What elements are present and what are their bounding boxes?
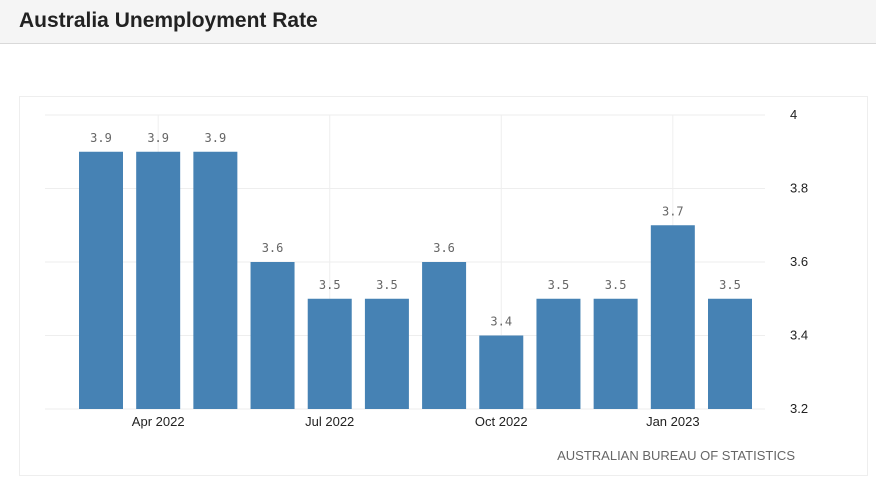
x-tick-label: Jul 2022 — [305, 414, 354, 429]
y-tick-label: 4 — [790, 107, 797, 122]
bar — [364, 298, 409, 409]
page-title: Australia Unemployment Rate — [19, 9, 318, 32]
data-label: 3.5 — [548, 278, 570, 292]
bar — [650, 225, 695, 409]
x-tick-label: Apr 2022 — [132, 414, 185, 429]
y-axis: 3.2 3.4 3.6 3.8 4 — [790, 107, 808, 416]
data-labels: 3.9 3.9 3.9 3.6 3.5 3.5 3.6 3.4 3.5 3.5 3.7 3.5 — [90, 131, 741, 329]
bar — [708, 298, 752, 409]
bar — [422, 262, 467, 409]
bar — [536, 298, 581, 409]
data-label: 3.6 — [262, 241, 284, 255]
data-label: 3.5 — [376, 278, 398, 292]
x-axis: Apr 2022 Jul 2022 Oct 2022 Jan 2023 — [132, 414, 700, 429]
data-label: 3.7 — [662, 204, 684, 218]
chart-frame — [19, 96, 868, 476]
data-label: 3.9 — [90, 131, 112, 145]
y-tick-label: 3.2 — [790, 401, 808, 416]
data-label: 3.6 — [433, 241, 455, 255]
header-bar: Australia Unemployment Rate — [0, 0, 876, 44]
source-label: AUSTRALIAN BUREAU OF STATISTICS — [557, 448, 795, 463]
x-tick-label: Oct 2022 — [475, 414, 528, 429]
data-label: 3.4 — [490, 315, 512, 329]
bar — [307, 298, 352, 409]
data-label: 3.5 — [319, 278, 341, 292]
data-label: 3.5 — [719, 278, 741, 292]
x-tick-label: Jan 2023 — [646, 414, 700, 429]
bar — [79, 151, 123, 409]
bar — [593, 298, 638, 409]
y-tick-label: 3.8 — [790, 181, 808, 196]
data-label: 3.9 — [147, 131, 169, 145]
bar — [479, 335, 524, 409]
bars — [79, 151, 752, 409]
bar — [250, 262, 295, 409]
y-tick-label: 3.6 — [790, 254, 808, 269]
data-label: 3.5 — [605, 278, 627, 292]
data-label: 3.9 — [205, 131, 227, 145]
bar — [136, 151, 181, 409]
y-tick-label: 3.4 — [790, 328, 808, 343]
bar — [193, 151, 238, 409]
